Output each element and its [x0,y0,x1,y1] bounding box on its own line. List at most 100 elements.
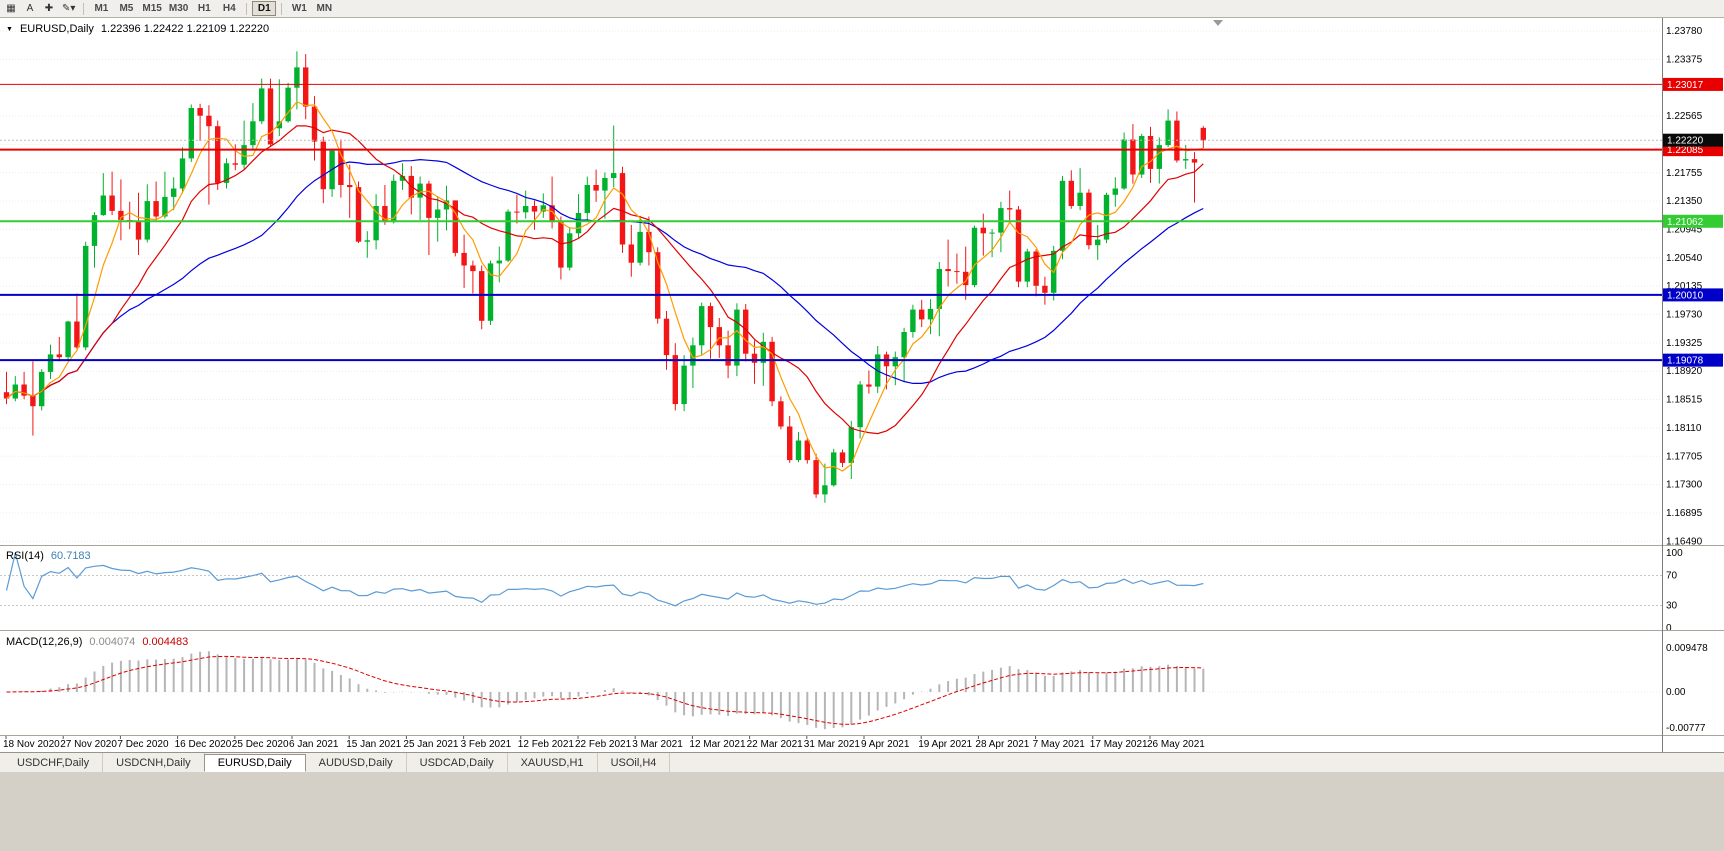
chart-tab-usdcnh[interactable]: USDCNH,Daily [103,753,205,772]
drawing-tools-icon[interactable]: ✎▾ [59,1,78,16]
candle-down [1086,192,1092,246]
candle-down [663,318,670,356]
crosshair-icon[interactable]: ✚ [40,1,58,16]
ma-line-mid[interactable] [6,125,1204,435]
macd-axis-label: -0.00777 [1666,723,1706,734]
timeframe-button-group: M1 M5 M15 M30 H1 H4 D1 W1 MN [89,1,336,16]
candle-up [637,231,643,263]
timeframe-button-m15[interactable]: M15 [139,1,164,16]
candle-up [1077,192,1083,206]
candle-down [769,341,775,402]
date-label: 19 Apr 2021 [918,739,972,750]
candle-down [1130,139,1136,175]
chart-canvas[interactable]: 1.237801.233751.229701.225651.221601.217… [0,0,1724,752]
candle-up [901,332,907,358]
candle-up [399,175,406,181]
candle-down [839,452,846,463]
candle-down [479,271,485,321]
chart-window-icon[interactable]: ▦ [2,1,20,16]
candle-up [681,365,687,405]
date-label: 31 Mar 2021 [804,739,861,750]
candle-up [294,67,300,88]
chart-tab-usoil[interactable]: USOil,H4 [598,753,671,772]
chart-tab-usdcad[interactable]: USDCAD,Daily [407,753,508,772]
candle-up [523,206,529,213]
candle-up [1139,136,1145,175]
price-axis-label: 1.16490 [1666,536,1703,547]
candle-down [74,321,80,348]
candle-up [848,427,854,463]
timeframe-button-h1[interactable]: H1 [192,1,216,16]
candle-down [672,355,678,405]
price-badge-label: 1.22085 [1667,145,1704,156]
price-axis-label: 1.22565 [1666,111,1703,122]
candle-up [822,485,828,495]
candle-down [707,306,714,328]
rsi-axis-label: 0 [1666,623,1672,634]
timeframe-button-h4[interactable]: H4 [217,1,241,16]
candle-down [919,309,925,320]
candle-up [391,180,397,223]
timeframe-button-d1[interactable]: D1 [252,1,277,16]
candle-down [1015,209,1022,282]
candle-down [866,384,872,387]
candle-up [443,200,450,210]
candle-down [461,252,467,266]
date-label: 7 May 2021 [1033,739,1086,750]
candle-up [39,371,45,407]
candle-down [153,201,159,217]
candle-down [954,271,960,273]
price-axis-label: 1.20135 [1666,281,1703,292]
annotate-text-icon[interactable]: A [21,1,39,16]
timeframe-button-mn[interactable]: MN [312,1,336,16]
timeframe-button-w1[interactable]: W1 [287,1,311,16]
candle-up [496,260,502,264]
candle-down [655,252,661,319]
macd-axis-label: 0.009478 [1666,643,1708,654]
price-axis-label: 1.21755 [1666,168,1703,179]
candle-down [619,173,626,245]
candle-down [303,67,309,107]
price-badge [1663,77,1723,91]
candle-up [540,205,546,212]
chart-tab-audusd[interactable]: AUDUSD,Daily [306,753,407,772]
chart-tab-eurusd[interactable]: EURUSD,Daily [203,754,306,772]
candle-up [364,240,370,242]
candle-up [927,308,934,320]
candle-up [435,209,441,218]
timeframe-button-m1[interactable]: M1 [89,1,113,16]
date-label: 22 Mar 2021 [747,739,804,750]
candle-up [831,452,837,486]
candle-down [549,205,555,223]
ma-line-fast[interactable] [6,101,1204,472]
timeframe-button-m30[interactable]: M30 [166,1,191,16]
candle-down [215,126,221,183]
candle-down [338,150,344,185]
timeframe-button-m5[interactable]: M5 [114,1,138,16]
date-label: 15 Jan 2021 [346,739,401,750]
candle-up [575,213,582,234]
candle-down [531,206,538,212]
candle-up [611,173,617,178]
chart-tab-usdchf[interactable]: USDCHF,Daily [4,753,104,772]
candle-down [452,200,458,253]
candle-down [109,195,115,211]
date-label: 27 Nov 2020 [60,739,117,750]
chart-tab-xauusd[interactable]: XAUUSD,H1 [508,753,598,772]
candle-up [250,121,256,146]
candle-down [804,440,810,461]
price-axis-label: 1.18920 [1666,366,1703,377]
date-label: 25 Dec 2020 [232,739,289,750]
candle-up [795,440,802,461]
expand-arrow-icon[interactable]: ▼ [6,25,13,33]
candle-down [1147,136,1154,169]
chart-shift-marker[interactable] [1213,20,1223,26]
candle-up [989,232,995,234]
candle-down [1191,159,1198,163]
candle-up [65,321,71,358]
candle-down [945,269,951,272]
price-badge [1663,353,1723,367]
candle-up [188,108,194,159]
candle-up [1024,251,1030,282]
price-badge-label: 1.19078 [1667,356,1704,367]
